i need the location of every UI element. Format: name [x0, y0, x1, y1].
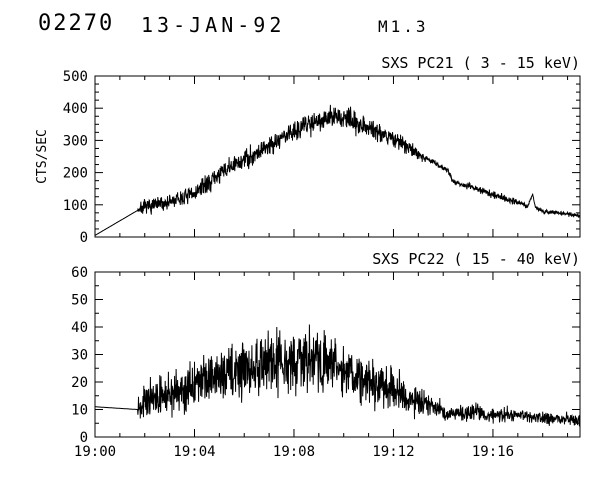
x-tick-label: 19:04: [173, 444, 215, 460]
y-tick-label: 60: [71, 265, 88, 281]
x-tick-label: 19:16: [472, 444, 514, 460]
y-tick-label: 300: [63, 133, 88, 149]
y-tick-label: 500: [63, 69, 88, 85]
y-tick-label: 0: [80, 430, 88, 446]
y-tick-label: 0: [80, 230, 88, 246]
y-axis-label: CTS/SEC: [35, 129, 50, 184]
y-tick-label: 50: [71, 293, 88, 309]
pc21-frame: [94, 75, 581, 238]
pc22-title: SXS PC22 ( 15 - 40 keV): [372, 250, 580, 268]
x-tick-label: 19:08: [273, 444, 315, 460]
y-tick-label: 100: [63, 198, 88, 214]
pc21-title: SXS PC21 ( 3 - 15 keV): [381, 54, 580, 72]
y-tick-label: 400: [63, 101, 88, 117]
flare-date: 13-JAN-92: [141, 13, 286, 37]
y-tick-label: 10: [71, 403, 88, 419]
y-tick-label: 20: [71, 375, 88, 391]
pc21-panel: [94, 75, 581, 238]
x-tick-label: 19:12: [372, 444, 414, 460]
y-tick-label: 200: [63, 166, 88, 182]
pc22-panel: [94, 271, 581, 438]
pc21-trace: [94, 104, 581, 236]
flare-id: 02270: [38, 11, 115, 36]
y-tick-label: 30: [71, 348, 88, 364]
x-tick-label: 19:00: [74, 444, 116, 460]
flare-class: M1.3: [378, 17, 429, 36]
header: 02270 13-JAN-92 M1.3: [0, 0, 600, 50]
y-tick-label: 40: [71, 320, 88, 336]
pc22-trace: [95, 324, 581, 428]
